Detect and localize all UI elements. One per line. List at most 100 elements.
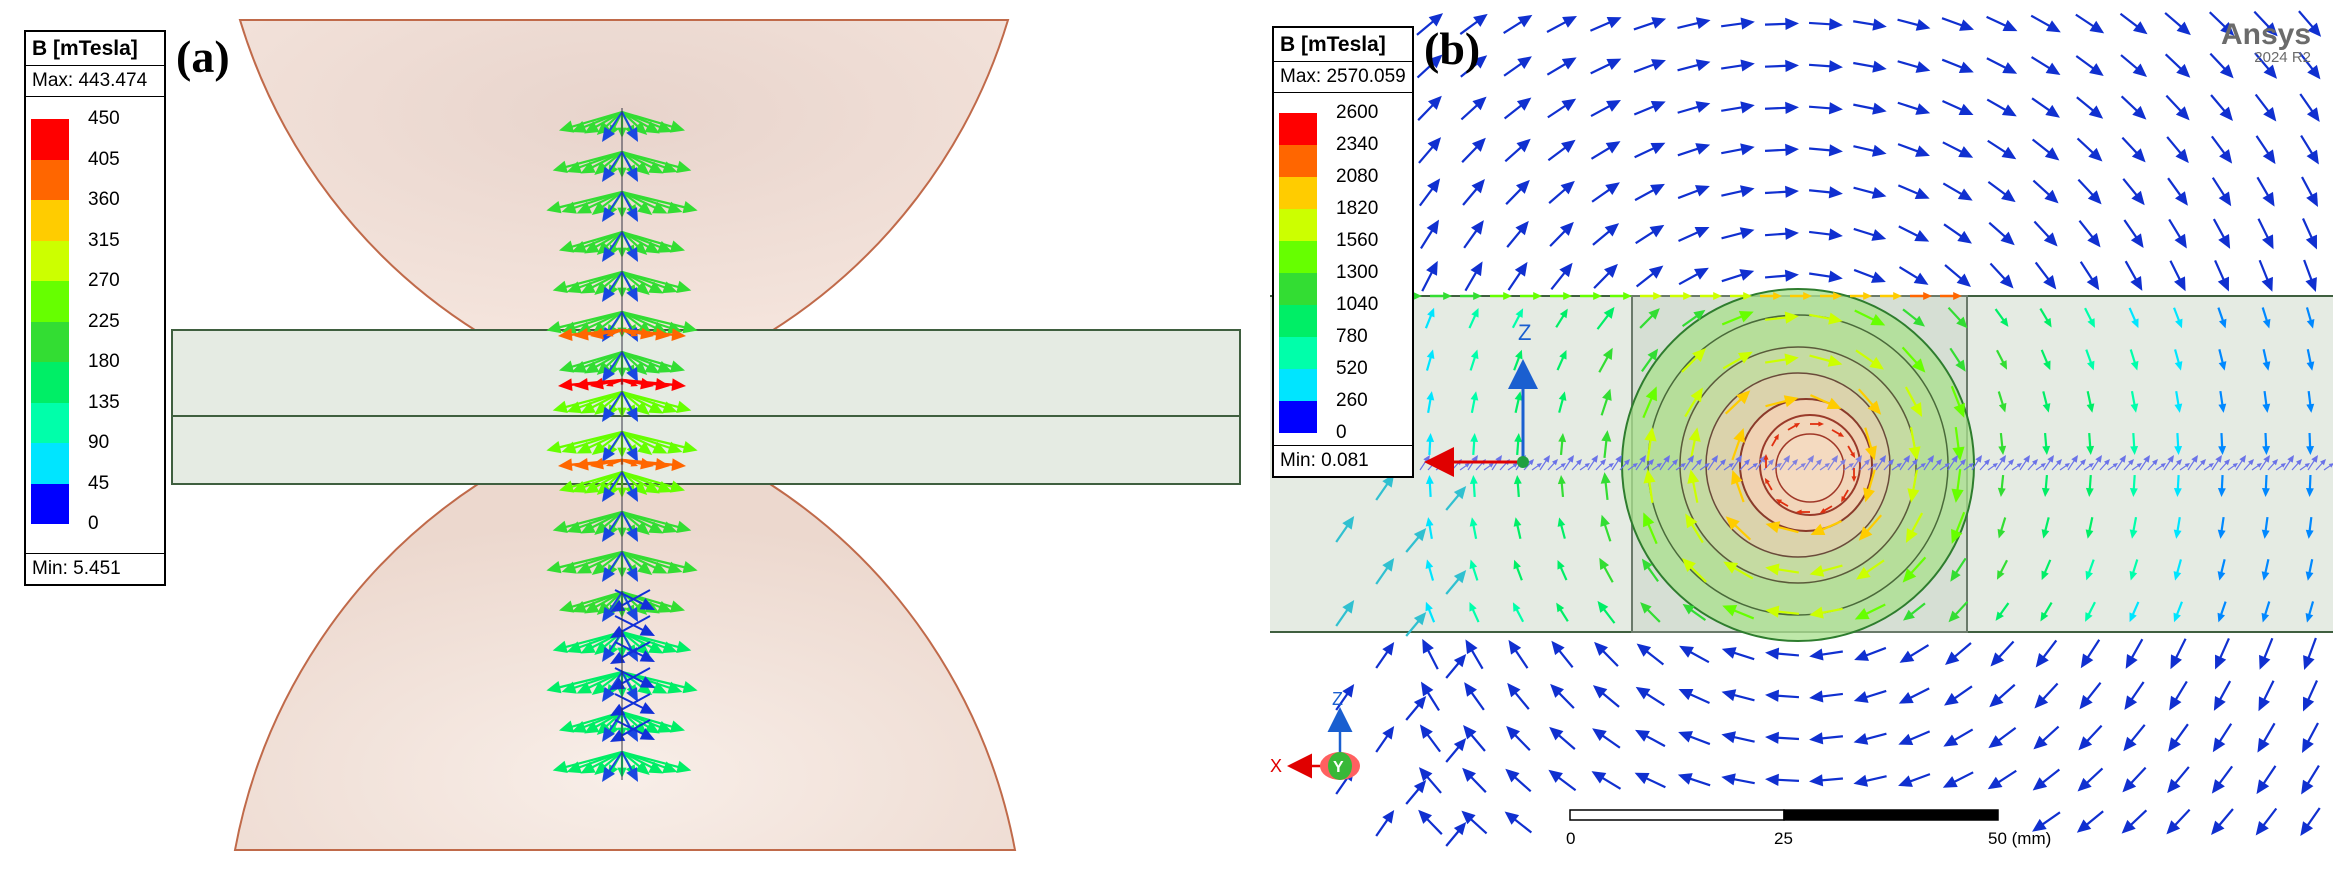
field-arrow-head [2261, 529, 2270, 539]
field-arrow [590, 591, 623, 611]
field-arrow-head [2174, 276, 2186, 292]
field-arrow-head [1765, 563, 1780, 576]
field-arrow-head [2087, 360, 2095, 371]
field-arrow-head [626, 567, 638, 582]
field-arrow [569, 310, 623, 331]
field-arrow-head [1908, 446, 1921, 461]
field-arrow [621, 230, 678, 250]
field-arrow-head [2042, 403, 2051, 413]
field-arrow-head [2257, 737, 2270, 753]
field-arrow-head [634, 761, 650, 775]
field-arrow-head [1854, 649, 1870, 661]
triad-z-label: Z [1518, 320, 1531, 345]
field-arrow-head [1997, 528, 2006, 539]
field-arrow-head [1426, 349, 1435, 359]
field-arrow-head [1736, 390, 1751, 405]
field-arrow-head [1956, 273, 1971, 287]
field-arrow-head [639, 702, 655, 714]
field-arrow-head [671, 378, 686, 391]
field-arrow-head [2130, 360, 2139, 371]
field-arrow-head [546, 201, 562, 214]
field-arrow-head [2217, 612, 2226, 623]
midplane-arrow-head [2056, 459, 2062, 466]
field-arrow-head [574, 378, 589, 391]
midplane-arrow-head [2272, 459, 2278, 466]
field-arrow-head [1902, 568, 1917, 583]
field-arrow-head [1677, 773, 1693, 785]
field-arrow-head [561, 441, 577, 454]
field-arrow-head [1870, 271, 1886, 283]
midplane-arrow-head [2016, 463, 2022, 468]
field-arrow-head [2169, 695, 2182, 711]
field-arrow-head [1470, 349, 1479, 360]
midplane-arrow-head [1704, 463, 1710, 468]
field-arrow-head [2086, 445, 2095, 455]
field-arrow-head [602, 206, 616, 222]
field-arrow-head [2211, 779, 2225, 794]
field-arrow-head [682, 561, 698, 574]
field-arrow-head [1951, 528, 1963, 544]
field-arrow-head [1604, 223, 1620, 237]
field-arrow-head [1413, 528, 1427, 542]
field-arrow-head [1453, 654, 1467, 668]
field-arrow-head [644, 361, 660, 374]
field-arrow-head [2262, 234, 2274, 250]
field-arrow-head [2175, 106, 2190, 121]
field-arrow-head [1470, 220, 1484, 235]
midplane-arrow-head [2191, 455, 2198, 463]
midplane-arrow-head [2032, 459, 2038, 466]
field-arrow-head [1828, 144, 1843, 157]
field-arrow-head [1464, 682, 1478, 697]
midplane-arrow-head [1872, 463, 1878, 468]
midplane-arrow-head [2104, 459, 2110, 466]
field-arrow-head [576, 201, 592, 214]
midplane-arrow-head [2304, 463, 2310, 468]
field-arrow-head [1695, 17, 1711, 30]
field-arrow [569, 190, 623, 211]
field-arrow-head [682, 681, 698, 694]
midplane-arrow-head [1584, 463, 1590, 468]
field-arrow-head [574, 328, 589, 341]
field-arrow-head [2089, 20, 2105, 34]
field-arrow-head [552, 400, 568, 413]
field-arrow [587, 511, 623, 531]
field-arrow-head [1819, 508, 1826, 514]
scale-tick-label: 360 [88, 189, 120, 210]
field-arrow-head [2174, 361, 2183, 371]
field-arrow-head [590, 327, 604, 340]
field-arrow-head [1810, 523, 1826, 535]
field-arrow-head [676, 640, 692, 653]
field-arrow-head [1561, 98, 1577, 112]
field-arrow-head [2168, 737, 2181, 752]
field-arrow-head [1600, 514, 1610, 527]
field-arrow-head [602, 486, 616, 502]
field-arrow-head [1721, 689, 1737, 702]
field-arrow-head [546, 681, 562, 694]
vector-arrows-b [1335, 10, 2333, 847]
field-arrow-head [637, 681, 653, 695]
field-arrow-head [1470, 261, 1483, 277]
midplane-arrow-head [2320, 459, 2326, 466]
field-arrow-head [1563, 292, 1572, 300]
field-arrow-head [1562, 15, 1577, 28]
field-arrow-head [1603, 306, 1615, 319]
field-arrow-head [1987, 776, 2003, 790]
field-arrow-head [1678, 689, 1694, 701]
field-arrow-head [580, 641, 596, 654]
field-arrow-head [1945, 651, 1960, 665]
field-arrow-head [1956, 316, 1968, 329]
field-arrow-head [2080, 653, 2094, 669]
field-arrow-head [632, 241, 648, 255]
field-arrow-head [1944, 692, 1959, 706]
field-arrow-head [596, 601, 612, 615]
field-arrow-head [2129, 570, 2138, 581]
field-arrow-head [2303, 655, 2315, 670]
field-arrow-head [676, 760, 692, 773]
field-arrow-head [2305, 234, 2317, 250]
field-arrow-head [1809, 774, 1824, 787]
field-arrow-head [1688, 427, 1701, 442]
lower-sheet [171, 415, 1241, 485]
field-arrow-head [1869, 356, 1885, 370]
field-arrow-head [626, 287, 638, 302]
field-arrow-head [576, 441, 592, 454]
